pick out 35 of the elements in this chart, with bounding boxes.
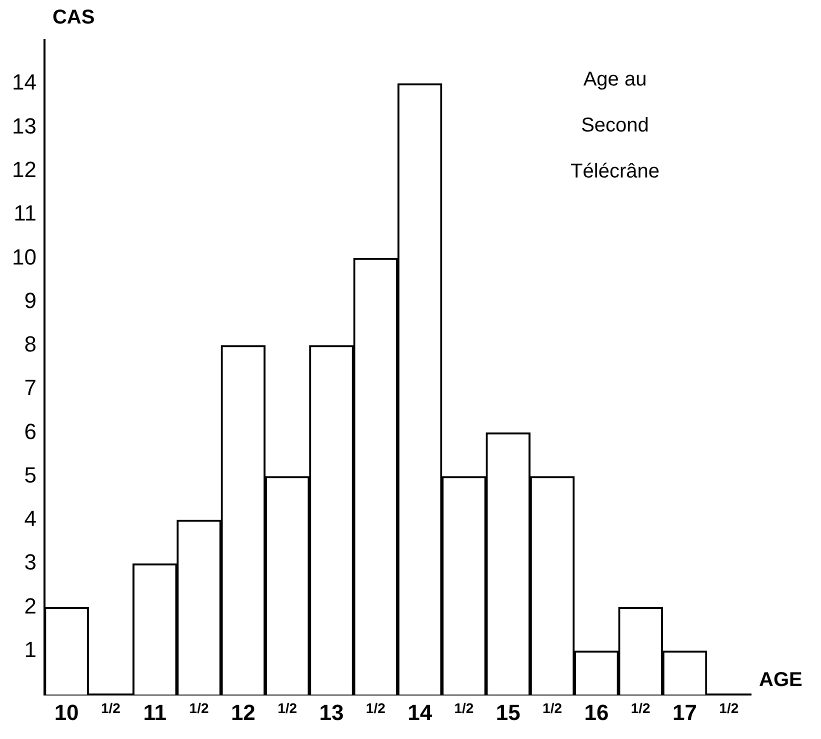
y-tick-label: 10 [12,244,36,270]
x-tick-label: 1/2 [278,700,298,716]
y-tick-label: 4 [24,506,36,532]
x-tick-label: 1/2 [630,700,651,716]
x-tick-label: 15 [496,700,520,725]
x-tick-label: 1/2 [100,700,121,716]
y-tick-label: 9 [24,288,36,313]
y-tick-label: 3 [24,550,36,575]
y-tick-label: 14 [12,70,36,95]
x-tick-label: 1/2 [542,700,562,716]
x-tick-label: 1/2 [366,700,386,716]
x-tick-label: 13 [319,700,344,725]
y-tick-label: 8 [24,332,36,357]
x-tick-label: 1/2 [454,700,474,716]
y-tick-label: 7 [24,375,36,400]
y-tick-label: 6 [24,418,36,444]
annotation: Age au [583,68,647,91]
y-tick-label: 13 [12,113,36,138]
y-tick-label: 1 [24,637,36,662]
x-tick-label: 14 [408,700,433,725]
annotation: Télécrâne [570,160,660,183]
y-axis-title: CAS [52,6,95,29]
x-tick-label: 1/2 [719,700,739,716]
y-tick-label: 11 [14,200,36,226]
x-tick-label: 12 [230,700,256,725]
x-tick-label: 16 [584,700,609,725]
y-tick-label: 2 [24,593,36,618]
x-tick-label: 10 [54,700,79,725]
x-tick-label: 1/2 [189,700,209,716]
y-tick-label: 5 [24,462,36,488]
annotation: Second [581,114,649,137]
x-tick-label: 11 [143,700,166,725]
x-tick-label: 17 [672,700,698,725]
x-axis-title: AGE [759,669,802,692]
y-tick-label: 12 [12,156,36,182]
